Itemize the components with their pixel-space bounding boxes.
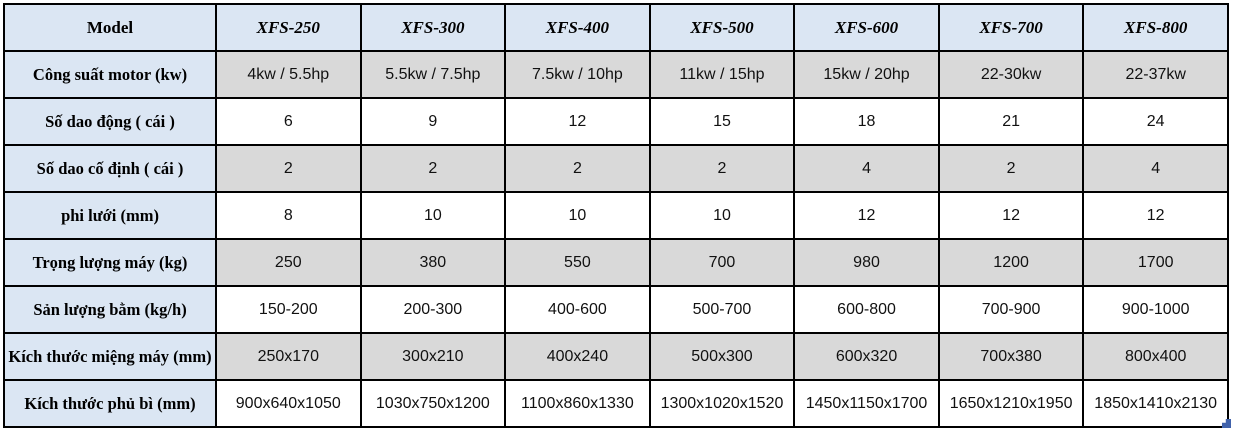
header-row: Model XFS-250 XFS-300 XFS-400 XFS-500 XFS-600… [3, 3, 1229, 52]
cell-value: 700x380 [937, 332, 1085, 381]
row-label: Sản lượng bằm (kg/h) [3, 285, 217, 334]
cell-value: 15kw / 20hp [793, 50, 940, 99]
row-label: Số dao cố định ( cái ) [3, 144, 217, 193]
cell-value: 12 [937, 191, 1085, 240]
cell-value: 400-600 [504, 285, 651, 334]
cell-value: 9 [359, 97, 507, 146]
cell-value: 2 [359, 144, 507, 193]
spec-table-body: Công suất motor (kw) 4kw / 5.5hp 5.5kw / 7… [3, 50, 1229, 428]
table-row: Công suất motor (kw) 4kw / 5.5hp 5.5kw / 7… [3, 50, 1229, 99]
cell-value: 500x300 [648, 332, 796, 381]
row-label: Công suất motor (kw) [3, 50, 217, 99]
spec-table-header: Model XFS-250 XFS-300 XFS-400 XFS-500 XFS-600… [3, 3, 1229, 52]
cell-value: 380 [359, 238, 507, 287]
cell-value: 500-700 [648, 285, 796, 334]
table-resize-handle-icon[interactable] [1222, 419, 1231, 428]
cell-value: 15 [648, 97, 796, 146]
cell-value: 600-800 [793, 285, 940, 334]
cell-value: 4kw / 5.5hp [215, 50, 362, 99]
cell-value: 600x320 [793, 332, 940, 381]
cell-value: 980 [793, 238, 940, 287]
row-label: Trọng lượng máy (kg) [3, 238, 217, 287]
cell-value: 10 [359, 191, 507, 240]
cell-value: 1450x1150x1700 [793, 379, 940, 428]
row-label: Kích thước miệng máy (mm) [3, 332, 217, 381]
cell-value: 1300x1020x1520 [648, 379, 796, 428]
cell-value: 2 [648, 144, 796, 193]
cell-value: 10 [504, 191, 651, 240]
cell-value: 10 [648, 191, 796, 240]
cell-value: 1200 [937, 238, 1085, 287]
cell-value: 12 [504, 97, 651, 146]
header-col-xfs-600: XFS-600 [793, 3, 940, 52]
cell-value: 22-30kw [937, 50, 1085, 99]
cell-value: 12 [1082, 191, 1229, 240]
row-label: phi lưới (mm) [3, 191, 217, 240]
cell-value: 400x240 [504, 332, 651, 381]
cell-value: 1030x750x1200 [359, 379, 507, 428]
table-row: Sản lượng bằm (kg/h) 150-200 200-300 400-60… [3, 285, 1229, 334]
table-row: phi lưới (mm) 8 10 10 10 12 12 12 [3, 191, 1229, 240]
cell-value: 1700 [1082, 238, 1229, 287]
header-col-xfs-700: XFS-700 [937, 3, 1085, 52]
header-col-xfs-800: XFS-800 [1082, 3, 1229, 52]
spec-table: Model XFS-250 XFS-300 XFS-400 XFS-500 XFS-600… [3, 3, 1229, 428]
header-model-cell: Model [3, 3, 217, 52]
cell-value: 11kw / 15hp [648, 50, 796, 99]
table-row: Kích thước miệng máy (mm) 250x170 300x210 4… [3, 332, 1229, 381]
cell-value: 5.5kw / 7.5hp [359, 50, 507, 99]
row-label: Số dao động ( cái ) [3, 97, 217, 146]
cell-value: 550 [504, 238, 651, 287]
cell-value: 700-900 [937, 285, 1085, 334]
table-row: Trọng lượng máy (kg) 250 380 550 700 980 1200 1… [3, 238, 1229, 287]
header-col-xfs-500: XFS-500 [648, 3, 796, 52]
cell-value: 1100x860x1330 [504, 379, 651, 428]
cell-value: 2 [937, 144, 1085, 193]
table-row: Số dao động ( cái ) 6 9 12 15 18 21 24 [3, 97, 1229, 146]
cell-value: 900x640x1050 [215, 379, 362, 428]
cell-value: 2 [504, 144, 651, 193]
cell-value: 24 [1082, 97, 1229, 146]
cell-value: 300x210 [359, 332, 507, 381]
cell-value: 12 [793, 191, 940, 240]
cell-value: 7.5kw / 10hp [504, 50, 651, 99]
header-col-xfs-400: XFS-400 [504, 3, 651, 52]
cell-value: 1650x1210x1950 [937, 379, 1085, 428]
cell-value: 800x400 [1082, 332, 1229, 381]
header-col-xfs-300: XFS-300 [359, 3, 507, 52]
cell-value: 18 [793, 97, 940, 146]
cell-value: 2 [215, 144, 362, 193]
cell-value: 150-200 [215, 285, 362, 334]
cell-value: 700 [648, 238, 796, 287]
cell-value: 1850x1410x2130 [1082, 379, 1229, 428]
cell-value: 200-300 [359, 285, 507, 334]
cell-value: 4 [1082, 144, 1229, 193]
cell-value: 22-37kw [1082, 50, 1229, 99]
cell-value: 21 [937, 97, 1085, 146]
cell-value: 900-1000 [1082, 285, 1229, 334]
cell-value: 8 [215, 191, 362, 240]
header-col-xfs-250: XFS-250 [215, 3, 362, 52]
cell-value: 250 [215, 238, 362, 287]
table-row: Số dao cố định ( cái ) 2 2 2 2 4 2 4 [3, 144, 1229, 193]
cell-value: 4 [793, 144, 940, 193]
cell-value: 6 [215, 97, 362, 146]
row-label: Kích thước phủ bì (mm) [3, 379, 217, 428]
table-row: Kích thước phủ bì (mm) 900x640x1050 1030x7… [3, 379, 1229, 428]
cell-value: 250x170 [215, 332, 362, 381]
